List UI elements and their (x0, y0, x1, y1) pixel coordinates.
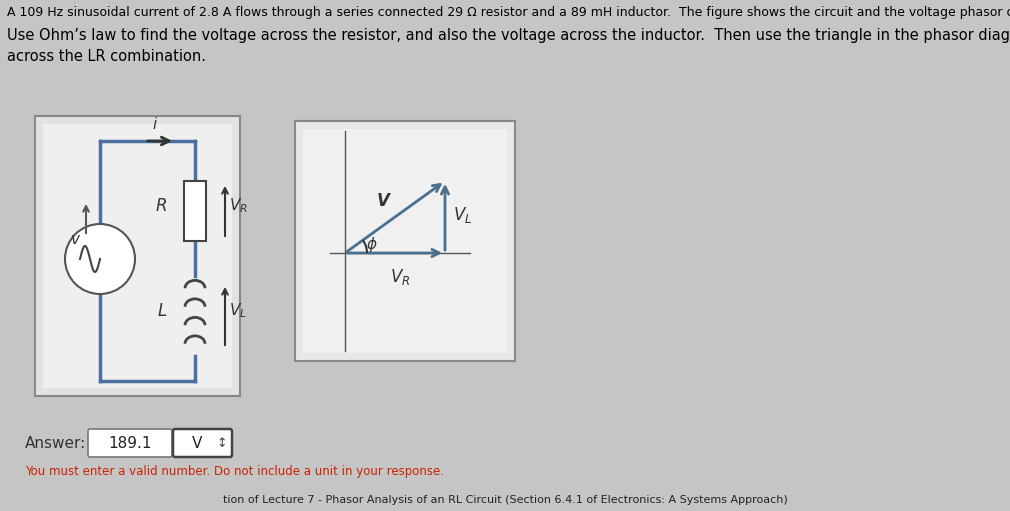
Circle shape (65, 224, 135, 294)
Text: Answer:: Answer: (25, 435, 86, 451)
Text: $V_R$: $V_R$ (390, 267, 410, 287)
Text: R: R (156, 197, 167, 215)
Text: You must enter a valid number. Do not include a unit in your response.: You must enter a valid number. Do not in… (25, 465, 444, 478)
Text: tion of Lecture 7 - Phasor Analysis of an RL Circuit (Section 6.4.1 of Electroni: tion of Lecture 7 - Phasor Analysis of a… (222, 495, 788, 505)
FancyBboxPatch shape (184, 181, 206, 241)
Text: $V_L$: $V_L$ (229, 301, 246, 320)
Text: V: V (192, 435, 203, 451)
Text: Use Ohm’s law to find the voltage across the resistor, and also the voltage acro: Use Ohm’s law to find the voltage across… (7, 28, 1010, 43)
Text: v: v (71, 231, 80, 246)
Text: $V_L$: $V_L$ (453, 205, 472, 225)
Text: i: i (153, 117, 158, 132)
Text: 189.1: 189.1 (108, 435, 152, 451)
FancyBboxPatch shape (43, 124, 232, 388)
FancyBboxPatch shape (88, 429, 172, 457)
Text: $V_R$: $V_R$ (229, 197, 247, 215)
Text: across the LR combination.: across the LR combination. (7, 49, 206, 64)
Text: $\phi$: $\phi$ (367, 235, 378, 253)
FancyBboxPatch shape (35, 116, 240, 396)
Text: L: L (158, 302, 167, 320)
Text: ↕: ↕ (217, 436, 227, 450)
Text: A 109 Hz sinusoidal current of 2.8 A flows through a series connected 29 Ω resis: A 109 Hz sinusoidal current of 2.8 A flo… (7, 6, 1010, 19)
FancyBboxPatch shape (303, 129, 507, 353)
Text: V: V (377, 192, 390, 210)
FancyBboxPatch shape (173, 429, 232, 457)
FancyBboxPatch shape (295, 121, 515, 361)
